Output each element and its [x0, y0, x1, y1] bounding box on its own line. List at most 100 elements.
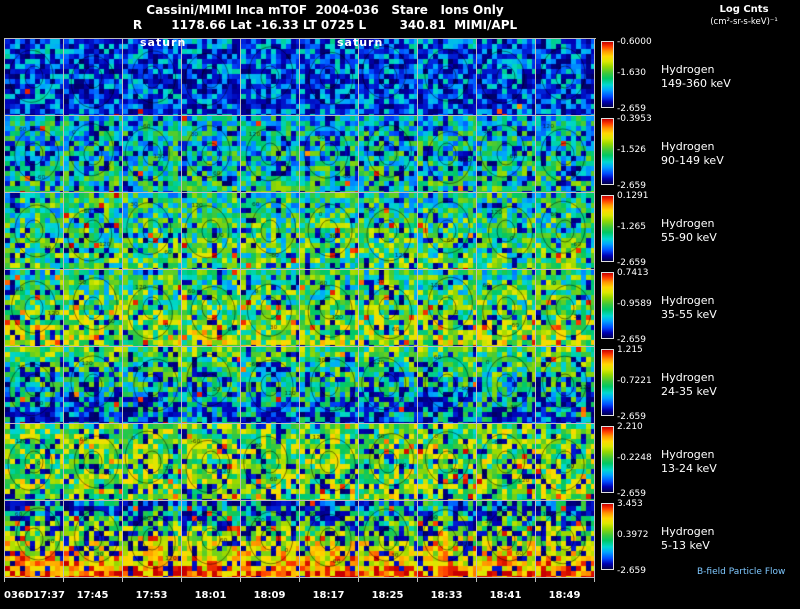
skymap-canvas: [123, 116, 181, 192]
skymap-panel: [64, 270, 123, 347]
colorbar: [601, 426, 614, 493]
colorbar: [601, 272, 614, 339]
skymap-panel: [359, 424, 418, 501]
skymap-canvas: [241, 116, 299, 192]
skymap-panel: [64, 39, 123, 116]
skymap-panel: [5, 116, 64, 193]
energy-band-species: Hydrogen: [661, 63, 715, 76]
page-title: Cassini/MIMI Inca mTOF 2004-036 Stare Io…: [146, 3, 504, 17]
skymap-panel: [477, 347, 536, 424]
energy-band-species: Hydrogen: [661, 140, 715, 153]
skymap-panel: [300, 347, 359, 424]
skymap-canvas: [5, 270, 63, 346]
skymap-panel: [300, 116, 359, 193]
time-axis: 036D17:37 17:45 17:53 18:01 18:09 18:17 18:25 1…: [4, 583, 595, 601]
skymap-panel: [182, 270, 241, 347]
skymap-panel: [536, 347, 595, 424]
bfield-particle-flow-legend: B-field Particle Flow: [697, 567, 786, 577]
skymap-panel: [477, 193, 536, 270]
skymap-panel: [418, 347, 477, 424]
skymap-canvas: [182, 116, 240, 192]
skymap-canvas: [536, 347, 594, 423]
skymap-canvas: [536, 193, 594, 269]
skymap-canvas: [64, 347, 122, 423]
skymap-panel: [477, 39, 536, 116]
time-tick-label: 036D17:37: [4, 590, 66, 601]
skymap-canvas: [359, 501, 417, 577]
skymap-canvas: [359, 193, 417, 269]
energy-band-labels: Hydrogen 149-360 keV Hydrogen 90-149 keV Hyd…: [661, 38, 800, 578]
skymap-canvas: [64, 116, 122, 192]
skymap-canvas: [123, 193, 181, 269]
time-tick-label: 18:25: [371, 590, 404, 601]
time-tick-label: 18:17: [312, 590, 345, 601]
skymap-panel: [123, 39, 182, 116]
skymap-panel: [536, 193, 595, 270]
skymap-panel: [241, 424, 300, 501]
colorbar: [601, 195, 614, 262]
skymap-canvas: [182, 347, 240, 423]
skymap-panel: [300, 193, 359, 270]
colorbar-mid-label: -1.526: [617, 145, 647, 155]
colorbar-mid-label: 0.3972: [617, 530, 649, 540]
skymap-canvas: [182, 424, 240, 500]
skymap-canvas: [418, 347, 476, 423]
colorbar-mid-label: -0.7221: [617, 376, 652, 386]
skymap-canvas: [418, 270, 476, 346]
skymap-canvas: [359, 116, 417, 192]
skymap-canvas: [241, 193, 299, 269]
skymap-panel: [300, 39, 359, 116]
skymap-panel: [241, 270, 300, 347]
skymap-canvas: [241, 270, 299, 346]
colorbar-max-label: 3.453: [617, 499, 643, 509]
energy-band-species: Hydrogen: [661, 448, 715, 461]
colorbars: [601, 38, 615, 578]
skymap-panel: [5, 193, 64, 270]
colorbar-min-label: -2.659: [617, 258, 647, 268]
saturn-marker-label: saturn: [140, 36, 187, 49]
skymap-panel: [123, 270, 182, 347]
energy-band-range: 5-13 keV: [661, 539, 710, 552]
skymap-canvas: [64, 501, 122, 577]
energy-band-species: Hydrogen: [661, 294, 715, 307]
skymap-canvas: [536, 424, 594, 500]
energy-band-range: 149-360 keV: [661, 77, 731, 90]
skymap-canvas: [300, 193, 358, 269]
colorbar: [601, 41, 614, 108]
skymap-canvas: [418, 424, 476, 500]
colorbar: [601, 118, 614, 185]
energy-band-range: 35-55 keV: [661, 308, 717, 321]
colorbar-max-label: 0.7413: [617, 268, 649, 278]
skymap-canvas: [300, 116, 358, 192]
skymap-canvas: [359, 347, 417, 423]
skymap-panel: [300, 270, 359, 347]
colorbar-units: Log Cnts (cm²-sr-s-keV)⁻¹: [689, 4, 799, 27]
skymap-panel: [536, 270, 595, 347]
skymap-panel: [182, 501, 241, 578]
skymap-panel: [241, 39, 300, 116]
colorbar-max-label: -0.6000: [617, 37, 652, 47]
skymap-canvas: [536, 270, 594, 346]
skymap-panel: [64, 116, 123, 193]
skymap-panel: [64, 347, 123, 424]
skymap-panel: [418, 193, 477, 270]
skymap-panel: [182, 39, 241, 116]
energy-band-range: 24-35 keV: [661, 385, 717, 398]
skymap-panel: [477, 270, 536, 347]
skymap-panel: [182, 347, 241, 424]
skymap-canvas: [300, 424, 358, 500]
skymap-panel: [241, 193, 300, 270]
skymap-canvas: [241, 424, 299, 500]
colorbar-units-formula: (cm²-sr-s-keV)⁻¹: [710, 17, 778, 27]
skymap-canvas: [123, 270, 181, 346]
skymap-canvas: [64, 424, 122, 500]
colorbar: [601, 503, 614, 570]
skymap-canvas: [477, 193, 535, 269]
skymap-canvas: [418, 193, 476, 269]
skymap-panel: [64, 424, 123, 501]
skymap-panel: [359, 270, 418, 347]
skymap-canvas: [418, 501, 476, 577]
skymap-canvas: [300, 347, 358, 423]
skymap-panel: [359, 347, 418, 424]
skymap-panel: [241, 116, 300, 193]
